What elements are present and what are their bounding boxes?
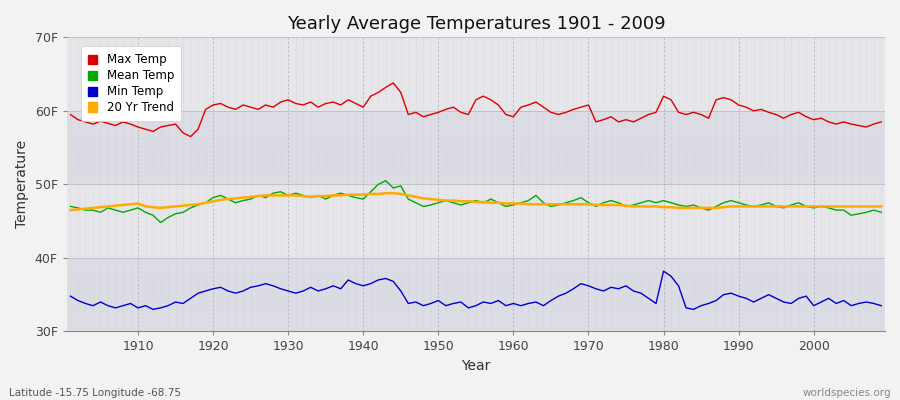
Text: worldspecies.org: worldspecies.org — [803, 388, 891, 398]
Bar — [67, 184, 885, 258]
Title: Yearly Average Temperatures 1901 - 2009: Yearly Average Temperatures 1901 - 2009 — [286, 15, 665, 33]
Bar — [67, 37, 885, 111]
Text: Latitude -15.75 Longitude -68.75: Latitude -15.75 Longitude -68.75 — [9, 388, 181, 398]
Legend: Max Temp, Mean Temp, Min Temp, 20 Yr Trend: Max Temp, Mean Temp, Min Temp, 20 Yr Tre… — [81, 46, 181, 121]
Y-axis label: Temperature: Temperature — [15, 140, 29, 228]
X-axis label: Year: Year — [461, 359, 491, 373]
Bar — [67, 111, 885, 184]
Bar — [67, 258, 885, 332]
